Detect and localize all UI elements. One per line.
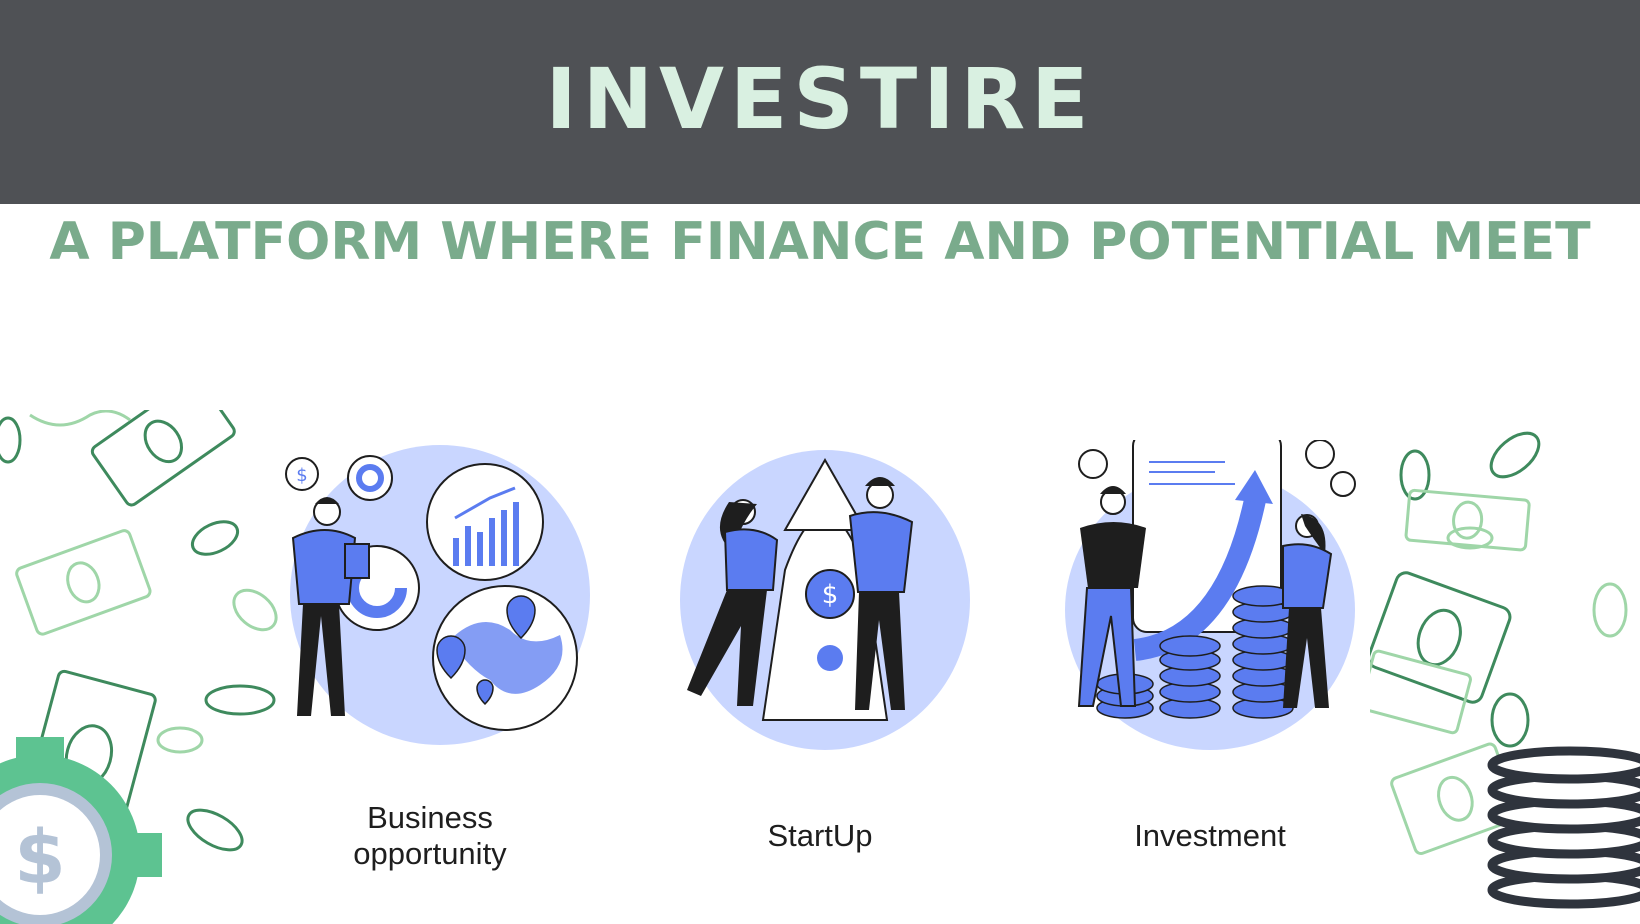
coin-icon — [1489, 431, 1541, 479]
dollar-coin-icon — [1305, 440, 1335, 469]
growth-arrow-icon — [1133, 497, 1266, 661]
page-title: INVESTIRE — [545, 50, 1095, 148]
business-opportunity-illustration: $ — [285, 445, 590, 745]
header-banner: INVESTIRE — [0, 0, 1640, 204]
gear-icon — [347, 455, 393, 501]
coin-icon — [204, 684, 276, 716]
investment-growth-illustration — [1065, 440, 1356, 750]
person-figure — [291, 497, 370, 716]
banknote-icon — [15, 529, 152, 636]
coin-icon — [186, 808, 244, 852]
tagline: A PLATFORM WHERE FINANCE AND POTENTIAL M… — [49, 212, 1591, 272]
person-figure-right — [1282, 514, 1333, 708]
dollar-coin-icon — [285, 457, 319, 491]
banknote-icon — [1370, 571, 1512, 704]
svg-text:$: $ — [822, 580, 839, 610]
dollar-coin-icon — [1330, 471, 1356, 497]
coin-icon — [1592, 582, 1628, 638]
svg-text:$: $ — [296, 465, 307, 486]
svg-text:$: $ — [14, 815, 66, 901]
card-label-startup: StartUp — [767, 818, 873, 853]
coin-icon — [232, 588, 278, 632]
coin-icon — [1399, 449, 1431, 501]
banknote-icon — [1404, 488, 1531, 552]
card-label-business-opportunity: Business opportunity — [353, 800, 507, 871]
map-pin-icon — [436, 595, 536, 706]
person-figure-left — [1077, 486, 1146, 707]
coin-icon — [190, 520, 240, 556]
card-label-investment: Investment — [1134, 818, 1286, 853]
card-investment: Investment — [1045, 440, 1375, 880]
banknote-icon — [1370, 649, 1472, 735]
person-figure-left — [687, 499, 779, 706]
coin-icon — [156, 726, 204, 754]
money-background-right — [1370, 431, 1640, 909]
dollar-coin-icon — [805, 569, 855, 619]
coin-stack-icon — [1487, 746, 1640, 909]
startup-rocket-illustration: $ — [680, 450, 970, 750]
money-background-left: $ — [0, 410, 278, 924]
coin-stack-icon — [1096, 585, 1294, 719]
card-business-opportunity: $ Business opportunity — [265, 440, 595, 880]
coin-icon — [0, 416, 22, 464]
banknote-icon — [29, 410, 131, 427]
card-startup: $ StartUp — [655, 440, 985, 880]
coin-icon — [1490, 692, 1530, 748]
banknote-icon — [90, 410, 236, 507]
chart-bubble — [426, 463, 544, 581]
gear-dollar-icon: $ — [0, 737, 162, 924]
gear-icon — [1078, 449, 1108, 479]
coin-icon — [1446, 526, 1494, 550]
person-figure-right — [848, 477, 914, 710]
